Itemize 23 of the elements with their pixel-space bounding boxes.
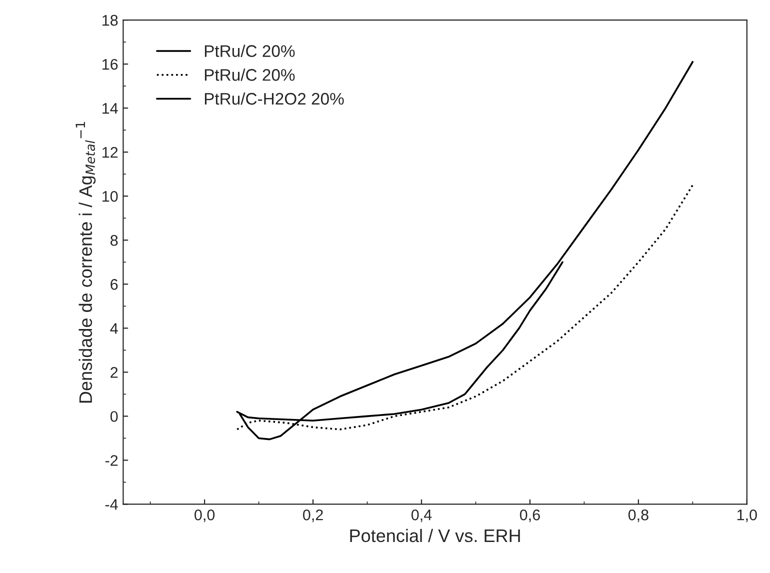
y-tick-label: 18 bbox=[102, 14, 118, 26]
y-tick-label: 8 bbox=[110, 235, 118, 246]
legend-label: PtRu/C 20% bbox=[204, 44, 295, 57]
legend-label: PtRu/C-H2O2 20% bbox=[204, 92, 344, 105]
y-tick-label: 0 bbox=[110, 411, 118, 422]
y-tick-label: 4 bbox=[110, 323, 118, 334]
x-axis-title: Potencial / V vs. ERH bbox=[350, 528, 520, 542]
y-tick-label: 10 bbox=[102, 190, 118, 202]
x-tick-label: 0,0 bbox=[194, 510, 215, 522]
x-tick-label: 0,6 bbox=[520, 510, 540, 522]
legend-label: PtRu/C 20% bbox=[204, 68, 295, 81]
y-tick-label: 14 bbox=[102, 103, 118, 114]
x-tick-label: 0,4 bbox=[411, 510, 432, 522]
y-tick-label: -4 bbox=[105, 499, 118, 510]
y-tick-label: -2 bbox=[105, 455, 118, 466]
y-tick-label: 2 bbox=[110, 367, 118, 378]
y-tick-label: 16 bbox=[102, 58, 118, 70]
x-tick-label: 1,0 bbox=[737, 510, 757, 522]
y-tick-label: 12 bbox=[102, 146, 118, 158]
x-tick-label: 0,2 bbox=[303, 510, 323, 522]
y-axis-title: Densidade de corrente i / Ag$_{Metal}$$^{−1}$ bbox=[76, 122, 96, 403]
x-tick-label: 0,8 bbox=[628, 510, 648, 522]
y-tick-label: 6 bbox=[110, 279, 118, 290]
